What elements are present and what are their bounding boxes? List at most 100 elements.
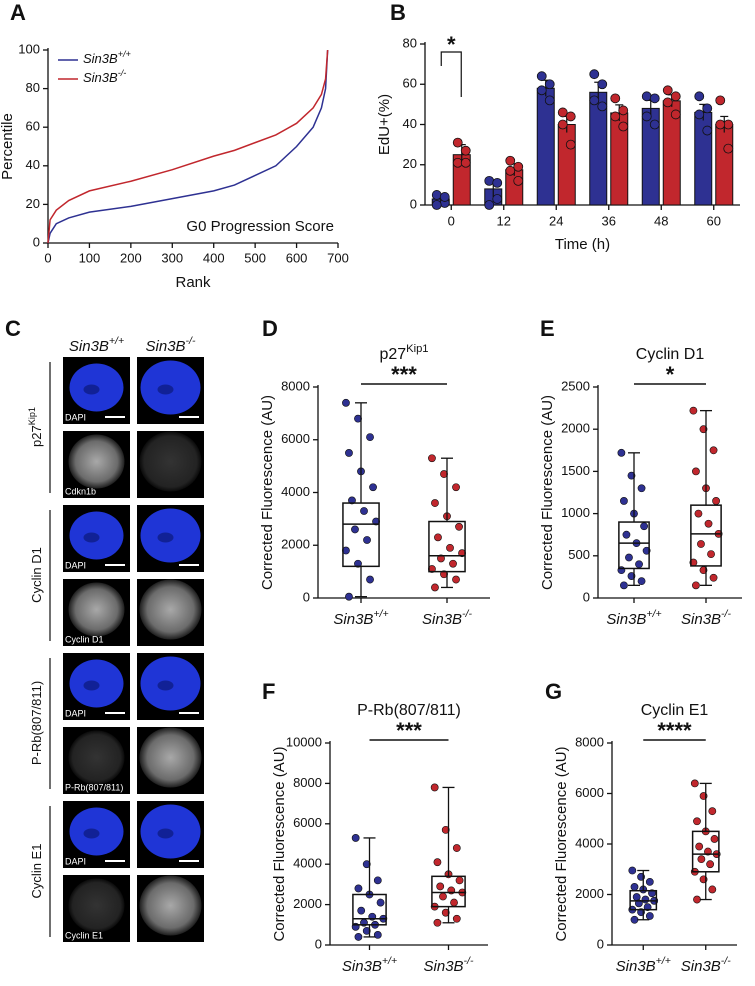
data-point bbox=[446, 543, 454, 552]
panel-letter: E bbox=[540, 316, 555, 341]
text-part: P-Rb(807/811) bbox=[29, 681, 44, 765]
significance-bracket bbox=[440, 51, 462, 97]
stain bbox=[68, 434, 125, 489]
y-tick-label: 60 bbox=[403, 76, 417, 91]
data-point bbox=[641, 111, 652, 122]
data-point bbox=[630, 915, 639, 924]
significance: **** bbox=[657, 718, 692, 743]
y-tick-label: 40 bbox=[403, 116, 417, 131]
data-point bbox=[622, 530, 631, 539]
text-part: Sin3B bbox=[146, 338, 186, 355]
data-point bbox=[452, 483, 460, 492]
nucleus-detail bbox=[83, 828, 100, 839]
data-point bbox=[712, 497, 720, 505]
chart-title: P-Rb(807/811) bbox=[357, 702, 461, 719]
superscript: -/- bbox=[721, 955, 731, 967]
y-tick-label: 10000 bbox=[286, 734, 322, 749]
text-part: Sin3B bbox=[83, 70, 118, 85]
x-tick-label: Sin3B+/+ bbox=[342, 955, 397, 975]
data-point bbox=[345, 592, 353, 601]
legend-label: Sin3B-/- bbox=[83, 68, 126, 85]
data-point bbox=[452, 137, 463, 148]
data-point bbox=[557, 119, 568, 130]
box bbox=[352, 893, 387, 926]
data-point bbox=[709, 446, 718, 455]
y-tick-label: 0 bbox=[583, 589, 590, 604]
data-point bbox=[434, 533, 442, 542]
data-point bbox=[693, 817, 701, 826]
superscript: Kip1 bbox=[27, 407, 37, 425]
y-tick-label: 0 bbox=[410, 196, 417, 211]
data-point bbox=[439, 192, 450, 202]
superscript: +/+ bbox=[382, 955, 397, 967]
superscript: -/- bbox=[186, 335, 196, 347]
text-part: Cyclin E1 bbox=[29, 844, 44, 899]
data-point bbox=[436, 882, 445, 891]
y-tick-label: 20 bbox=[26, 196, 40, 211]
y-tick-label: 2000 bbox=[281, 537, 310, 552]
y-tick-label: 500 bbox=[568, 547, 590, 562]
y-axis-label: Corrected Fluorescence (AU) bbox=[553, 746, 570, 941]
data-point bbox=[715, 95, 726, 106]
text-part: Cyclin E1 bbox=[641, 702, 709, 719]
y-tick-label: 6000 bbox=[281, 431, 310, 446]
data-point bbox=[617, 448, 626, 457]
data-point bbox=[620, 581, 628, 590]
superscript: -/- bbox=[462, 608, 472, 620]
x-tick-label: 600 bbox=[286, 250, 308, 265]
stain bbox=[139, 579, 202, 640]
x-tick-label: 0 bbox=[44, 250, 51, 265]
data-point bbox=[597, 101, 608, 112]
data-point bbox=[637, 577, 646, 586]
superscript: -/- bbox=[118, 68, 127, 78]
text-part: Sin3B bbox=[606, 611, 646, 628]
data-point bbox=[433, 918, 442, 927]
row-label: Cyclin D1 bbox=[29, 547, 44, 603]
panel-letter: F bbox=[262, 679, 275, 704]
data-point bbox=[505, 165, 516, 176]
y-tick-label: 40 bbox=[26, 157, 40, 172]
nucleus-detail bbox=[157, 680, 174, 691]
data-point bbox=[589, 95, 600, 106]
data-point bbox=[357, 906, 366, 915]
data-point bbox=[699, 425, 708, 434]
data-point bbox=[354, 559, 362, 568]
x-tick-label: 300 bbox=[161, 250, 183, 265]
image-label: Cdkn1b bbox=[65, 486, 96, 496]
y-axis-label: Corrected Fluorescence (AU) bbox=[539, 395, 556, 590]
x-axis-label: Rank bbox=[175, 274, 211, 291]
chart-title: p27Kip1 bbox=[379, 343, 428, 363]
y-tick-label: 0 bbox=[315, 936, 322, 951]
data-point bbox=[649, 93, 660, 104]
x-tick-label: 24 bbox=[549, 213, 563, 228]
data-point bbox=[708, 807, 717, 816]
panel-letter: D bbox=[262, 316, 278, 341]
image-label: DAPI bbox=[65, 412, 86, 422]
data-point bbox=[708, 885, 717, 894]
y-tick-label: 4000 bbox=[293, 856, 322, 871]
data-point bbox=[628, 866, 637, 875]
data-point bbox=[715, 119, 726, 130]
column-header: Sin3B+/+ bbox=[69, 335, 124, 355]
x-tick-label: Sin3B-/- bbox=[681, 608, 731, 628]
y-tick-label: 8000 bbox=[575, 734, 604, 749]
data-point bbox=[354, 933, 363, 941]
data-point bbox=[354, 884, 363, 893]
column-header: Sin3B-/- bbox=[146, 335, 196, 355]
data-point bbox=[513, 161, 524, 172]
data-point bbox=[635, 560, 643, 569]
data-point bbox=[433, 858, 442, 867]
data-point bbox=[620, 497, 628, 505]
data-point bbox=[366, 575, 374, 584]
y-tick-label: 2000 bbox=[293, 896, 322, 911]
x-tick-label: Sin3B-/- bbox=[424, 955, 474, 975]
nucleus-detail bbox=[83, 532, 100, 543]
text-part: Sin3B bbox=[616, 958, 656, 975]
x-tick-label: 12 bbox=[497, 213, 511, 228]
data-point bbox=[702, 125, 713, 136]
data-point bbox=[437, 554, 445, 563]
data-point bbox=[630, 883, 639, 891]
text-part: Sin3B bbox=[342, 958, 382, 975]
y-tick-label: 20 bbox=[403, 156, 417, 171]
